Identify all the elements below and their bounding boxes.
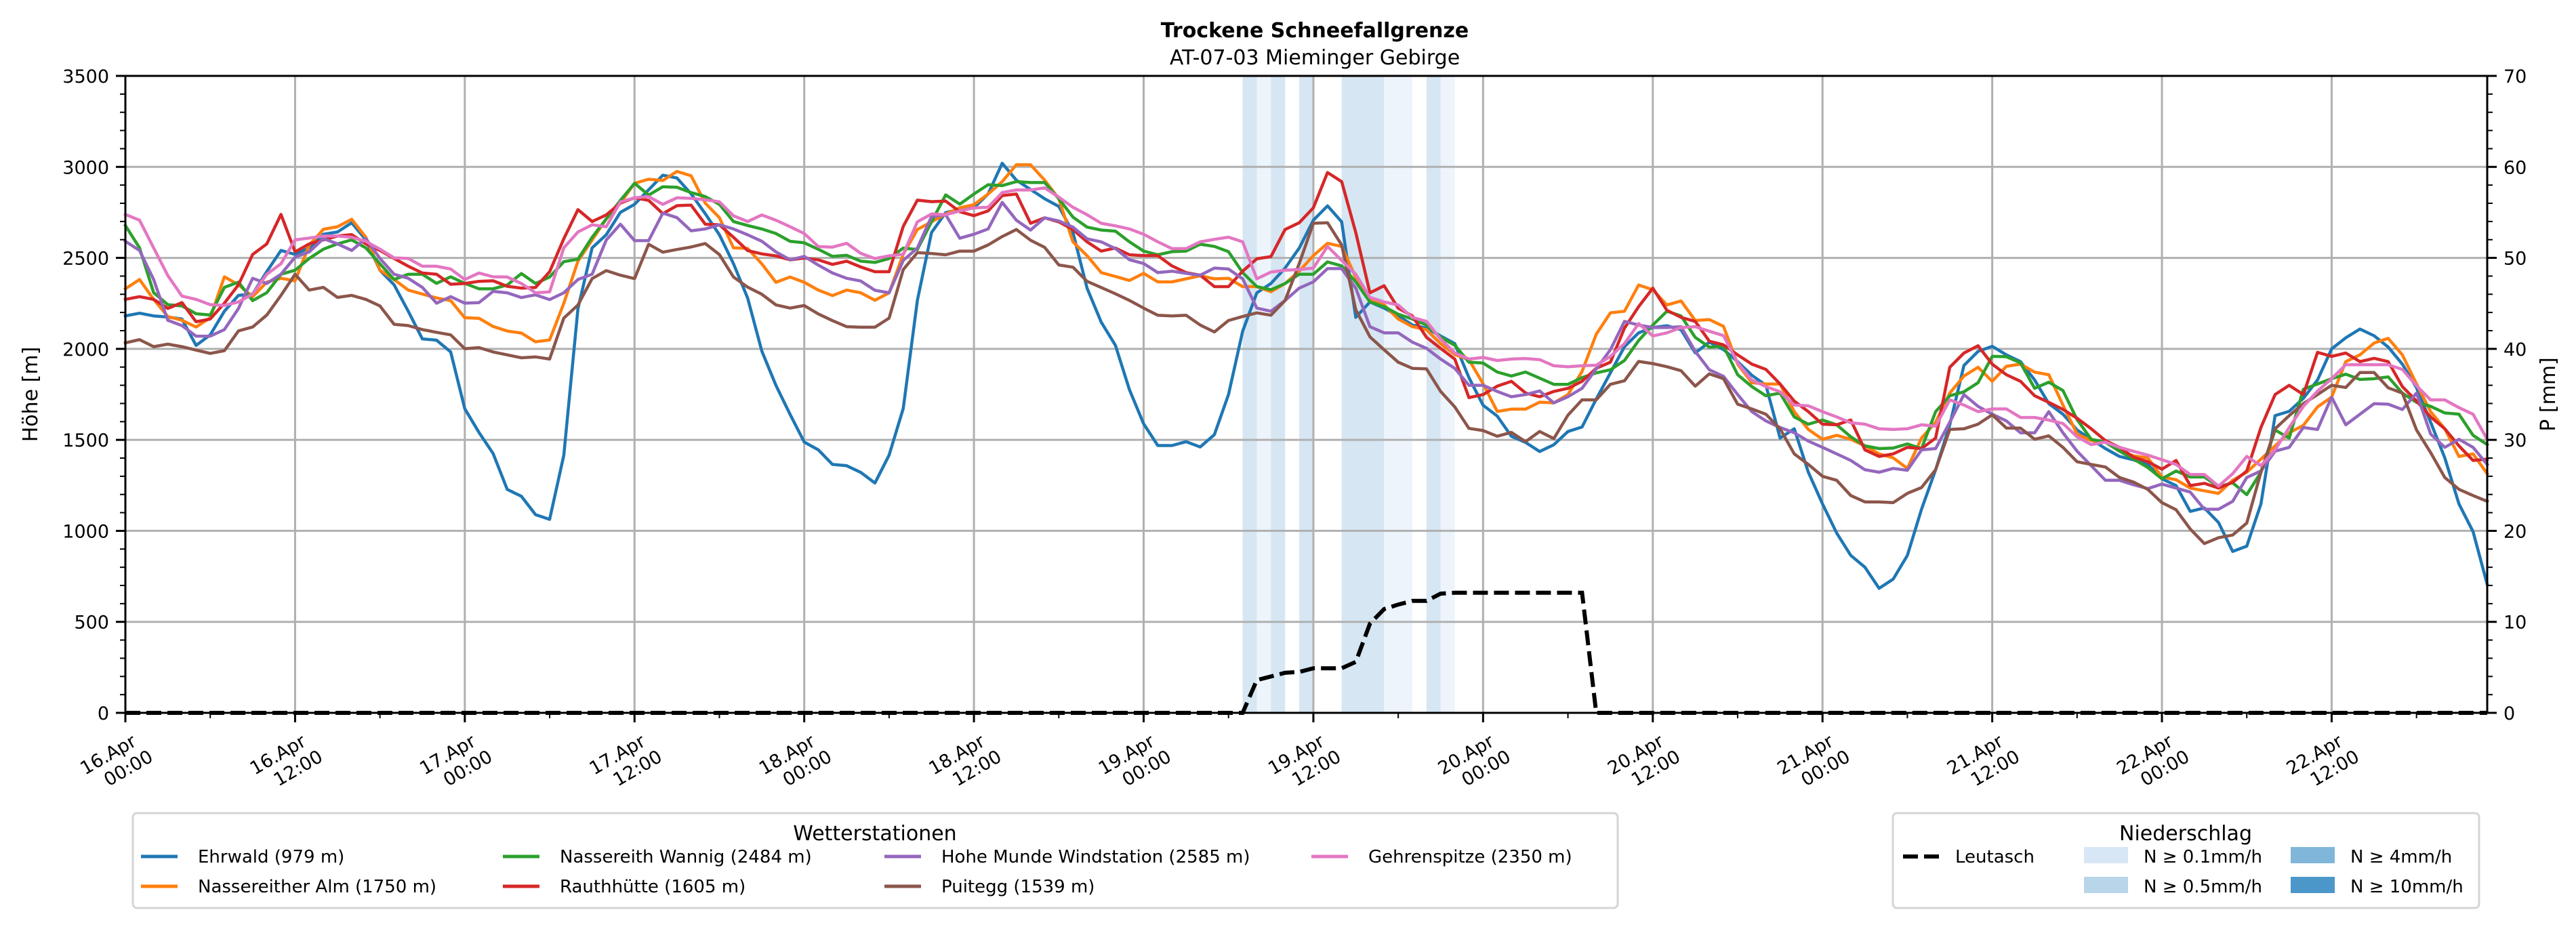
legend-stations-box <box>131 812 1619 909</box>
legend-precip-swatch <box>2291 847 2335 863</box>
precip-band-0_1 <box>1256 76 1271 713</box>
grid <box>125 76 2487 713</box>
series-line-4 <box>123 201 2490 511</box>
legend-stations-label: Nassereither Alm (1750 m) <box>198 877 436 897</box>
y-tick-label-left: 0 <box>98 703 109 724</box>
precip-band-0_1 <box>1384 76 1413 713</box>
legend-stations-label: Ehrwald (979 m) <box>198 847 344 867</box>
legend-stations-label: Rauthhütte (1605 m) <box>560 877 745 897</box>
y-tick-label-right: 30 <box>2503 430 2527 451</box>
y-tick-label-left: 1500 <box>62 430 109 451</box>
legend-precip-title: Niederschlag <box>2119 822 2252 846</box>
y-tick-label-right: 70 <box>2503 66 2527 87</box>
y-tick-label-right: 60 <box>2503 157 2527 178</box>
precip-band-0_5 <box>1341 76 1385 713</box>
chart-title: Trockene Schneefallgrenze <box>1161 19 1469 43</box>
y-tick-label-right: 20 <box>2503 521 2527 542</box>
series-line-2 <box>123 180 2490 497</box>
legend-stations: Wetterstationen Ehrwald (979 m) Nassereit… <box>131 812 1619 909</box>
legend-precip-swatch <box>2291 877 2335 893</box>
axes: 0 500 1000 1500 2000 2500 3000 3500 0 10 20 30 40 50 6… <box>62 66 2527 791</box>
legend-precip-label: N ≥ 4mm/h <box>2350 847 2452 867</box>
precip-band-0_5 <box>1299 76 1313 713</box>
series-line-6 <box>123 186 2490 488</box>
y-tick-label-left: 3500 <box>62 66 109 87</box>
legend-stations-label: Gehrenspitze (2350 m) <box>1368 847 1572 867</box>
legend-precip-swatch <box>2084 877 2128 893</box>
y-tick-label-right: 0 <box>2503 703 2515 724</box>
leutasch-line <box>125 590 2487 715</box>
leutasch-series <box>125 590 2487 715</box>
legend-stations-label: Puitegg (1539 m) <box>941 877 1095 897</box>
y-axis-label-right: P [mm] <box>2537 357 2560 431</box>
series-line-3 <box>123 171 2489 490</box>
y-tick-label-left: 2500 <box>62 249 109 270</box>
y-tick-label-right: 40 <box>2503 339 2527 360</box>
precip-band-0_5 <box>1271 76 1286 713</box>
y-tick-label-right: 10 <box>2503 613 2527 634</box>
precip-band-0_5 <box>1242 76 1257 713</box>
legend-stations-label: Nassereith Wannig (2484 m) <box>560 847 812 867</box>
plot-frame <box>124 75 2489 714</box>
y-tick-label-right: 50 <box>2503 249 2527 270</box>
precip-band-0_1 <box>1440 76 1455 713</box>
legend-precip-label: Leutasch <box>1955 847 2035 867</box>
legend-precip: Niederschlag Leutasch N ≥ 0.1mm/h N ≥ 0.5m… <box>1892 812 2480 909</box>
y-tick-label-left: 2000 <box>62 339 109 360</box>
legend-precip-label: N ≥ 10mm/h <box>2350 877 2463 897</box>
chart-subtitle: AT-07-03 Mieminger Gebirge <box>1170 46 1460 70</box>
y-axis-label-left: Höhe [m] <box>19 347 43 442</box>
legend-stations-label: Hohe Munde Windstation (2585 m) <box>941 847 1250 867</box>
legend-precip-label: N ≥ 0.5mm/h <box>2144 877 2262 897</box>
y-tick-label-left: 1000 <box>62 521 109 542</box>
legend-precip-swatch <box>2084 847 2128 863</box>
precipitation-bands <box>1242 76 1455 713</box>
legend-precip-label: N ≥ 0.1mm/h <box>2144 847 2262 867</box>
legend-stations-title: Wetterstationen <box>793 822 956 846</box>
y-tick-label-left: 500 <box>74 613 109 634</box>
y-tick-label-left: 3000 <box>62 157 109 178</box>
precip-band-0_5 <box>1426 76 1441 713</box>
series-line-5 <box>123 221 2489 545</box>
series-lines <box>123 161 2490 590</box>
